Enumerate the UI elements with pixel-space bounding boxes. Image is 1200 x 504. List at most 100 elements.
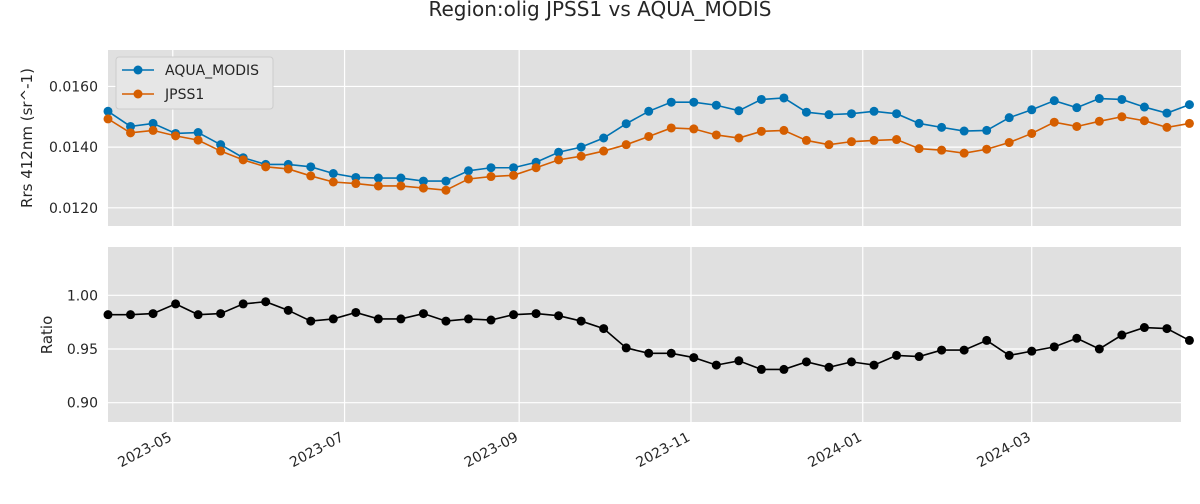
top-point-aqua-modis-28	[734, 106, 744, 116]
top-point-aqua-modis-5	[216, 140, 226, 150]
top-point-aqua-modis-30	[779, 93, 789, 103]
top-point-jpss1-34	[869, 135, 879, 145]
top-point-aqua-modis-45	[1117, 94, 1127, 104]
top-y-axis-label: Rrs 412nm (sr^-1)	[18, 68, 36, 208]
top-point-aqua-modis-26	[689, 97, 699, 107]
bottom-point-ratio-4	[193, 310, 203, 320]
top-point-jpss1-26	[689, 124, 699, 134]
bottom-point-ratio-10	[328, 314, 338, 324]
top-point-aqua-modis-37	[937, 122, 947, 132]
top-point-jpss1-3	[171, 131, 181, 141]
top-point-jpss1-48	[1184, 118, 1194, 128]
top-point-jpss1-14	[418, 183, 428, 193]
top-point-aqua-modis-39	[982, 125, 992, 135]
bottom-panel: 0.90 0.95 1.00 Ratio	[38, 247, 1194, 422]
x-tick-label-5: 2024-03	[974, 429, 1033, 471]
top-point-aqua-modis-47	[1162, 108, 1172, 118]
top-point-aqua-modis-38	[959, 126, 969, 136]
top-point-jpss1-25	[666, 123, 676, 133]
top-point-aqua-modis-27	[711, 100, 721, 110]
top-point-jpss1-13	[396, 181, 406, 191]
bottom-point-ratio-17	[486, 315, 496, 325]
top-point-aqua-modis-13	[396, 173, 406, 183]
top-point-aqua-modis-23	[621, 119, 631, 129]
x-axis-ticks: 2023-05 2023-07 2023-09 2023-11 2024-01 2024-…	[115, 429, 1033, 471]
top-point-aqua-modis-20	[554, 147, 564, 157]
bottom-point-ratio-15	[441, 316, 451, 326]
top-point-aqua-modis-42	[1049, 96, 1059, 106]
bottom-point-ratio-1	[126, 310, 136, 320]
top-panel: 0.0120 0.0140 0.0160 Rrs 412nm (sr^-1) AQU…	[18, 50, 1194, 226]
bottom-point-ratio-35	[892, 350, 902, 360]
top-point-aqua-modis-12	[373, 173, 383, 183]
top-point-jpss1-32	[824, 140, 834, 150]
bottom-point-ratio-48	[1184, 335, 1194, 345]
top-point-jpss1-8	[283, 164, 293, 174]
bottom-point-ratio-32	[824, 362, 834, 372]
x-tick-label-0: 2023-05	[115, 429, 174, 471]
top-point-jpss1-24	[644, 131, 654, 141]
top-point-jpss1-29	[756, 126, 766, 136]
top-point-jpss1-23	[621, 140, 631, 150]
bottom-point-ratio-7	[261, 297, 271, 307]
top-point-jpss1-4	[193, 135, 203, 145]
top-point-aqua-modis-17	[486, 163, 496, 173]
top-point-aqua-modis-21	[576, 142, 586, 152]
bottom-point-ratio-20	[554, 311, 564, 321]
top-y-tick-label-2: 0.0160	[49, 79, 98, 95]
top-point-jpss1-12	[373, 181, 383, 191]
top-point-jpss1-16	[463, 174, 473, 184]
top-point-aqua-modis-24	[644, 106, 654, 116]
bottom-point-ratio-41	[1027, 346, 1037, 356]
bottom-point-ratio-27	[711, 360, 721, 370]
top-point-aqua-modis-14	[418, 176, 428, 186]
top-point-aqua-modis-18	[509, 163, 519, 173]
top-point-jpss1-31	[801, 135, 811, 145]
top-point-jpss1-22	[599, 146, 609, 156]
top-point-jpss1-20	[554, 155, 564, 165]
bottom-point-ratio-29	[756, 364, 766, 374]
top-point-jpss1-2	[148, 125, 158, 135]
bottom-point-ratio-21	[576, 316, 586, 326]
top-point-jpss1-1	[126, 128, 136, 138]
top-point-jpss1-11	[351, 179, 361, 189]
legend-box	[115, 56, 274, 110]
bottom-point-ratio-43	[1072, 333, 1082, 343]
top-point-aqua-modis-40	[1004, 113, 1014, 123]
bottom-point-ratio-2	[148, 309, 158, 319]
bottom-point-ratio-39	[982, 335, 992, 345]
top-point-aqua-modis-4	[193, 128, 203, 138]
bottom-point-ratio-47	[1162, 324, 1172, 334]
top-point-jpss1-33	[846, 137, 856, 147]
top-point-aqua-modis-46	[1139, 102, 1149, 112]
legend-marker-aqua-modis	[133, 65, 143, 75]
bottom-point-ratio-37	[937, 345, 947, 355]
top-point-jpss1-35	[892, 135, 902, 145]
top-point-jpss1-27	[711, 130, 721, 140]
top-point-aqua-modis-22	[599, 133, 609, 143]
top-point-jpss1-38	[959, 148, 969, 158]
bottom-point-ratio-11	[351, 307, 361, 317]
top-point-jpss1-39	[982, 144, 992, 154]
bottom-y-tick-label-2: 1.00	[67, 288, 98, 304]
top-point-aqua-modis-44	[1094, 94, 1104, 104]
top-point-jpss1-44	[1094, 116, 1104, 126]
top-point-jpss1-43	[1072, 121, 1082, 131]
top-point-jpss1-15	[441, 185, 451, 195]
bottom-point-ratio-34	[869, 360, 879, 370]
bottom-point-ratio-26	[689, 353, 699, 363]
top-point-aqua-modis-32	[824, 110, 834, 120]
bottom-point-ratio-8	[283, 305, 293, 315]
top-point-aqua-modis-29	[756, 94, 766, 104]
bottom-y-tick-label-1: 0.95	[67, 342, 98, 358]
top-point-jpss1-10	[328, 177, 338, 187]
bottom-point-ratio-12	[373, 314, 383, 324]
top-point-jpss1-18	[509, 170, 519, 180]
bottom-y-axis-label: Ratio	[38, 316, 56, 355]
bottom-point-ratio-33	[846, 357, 856, 367]
top-point-aqua-modis-35	[892, 109, 902, 119]
top-point-aqua-modis-41	[1027, 105, 1037, 115]
top-y-tick-label-1: 0.0140	[49, 140, 98, 156]
top-point-aqua-modis-10	[328, 169, 338, 179]
